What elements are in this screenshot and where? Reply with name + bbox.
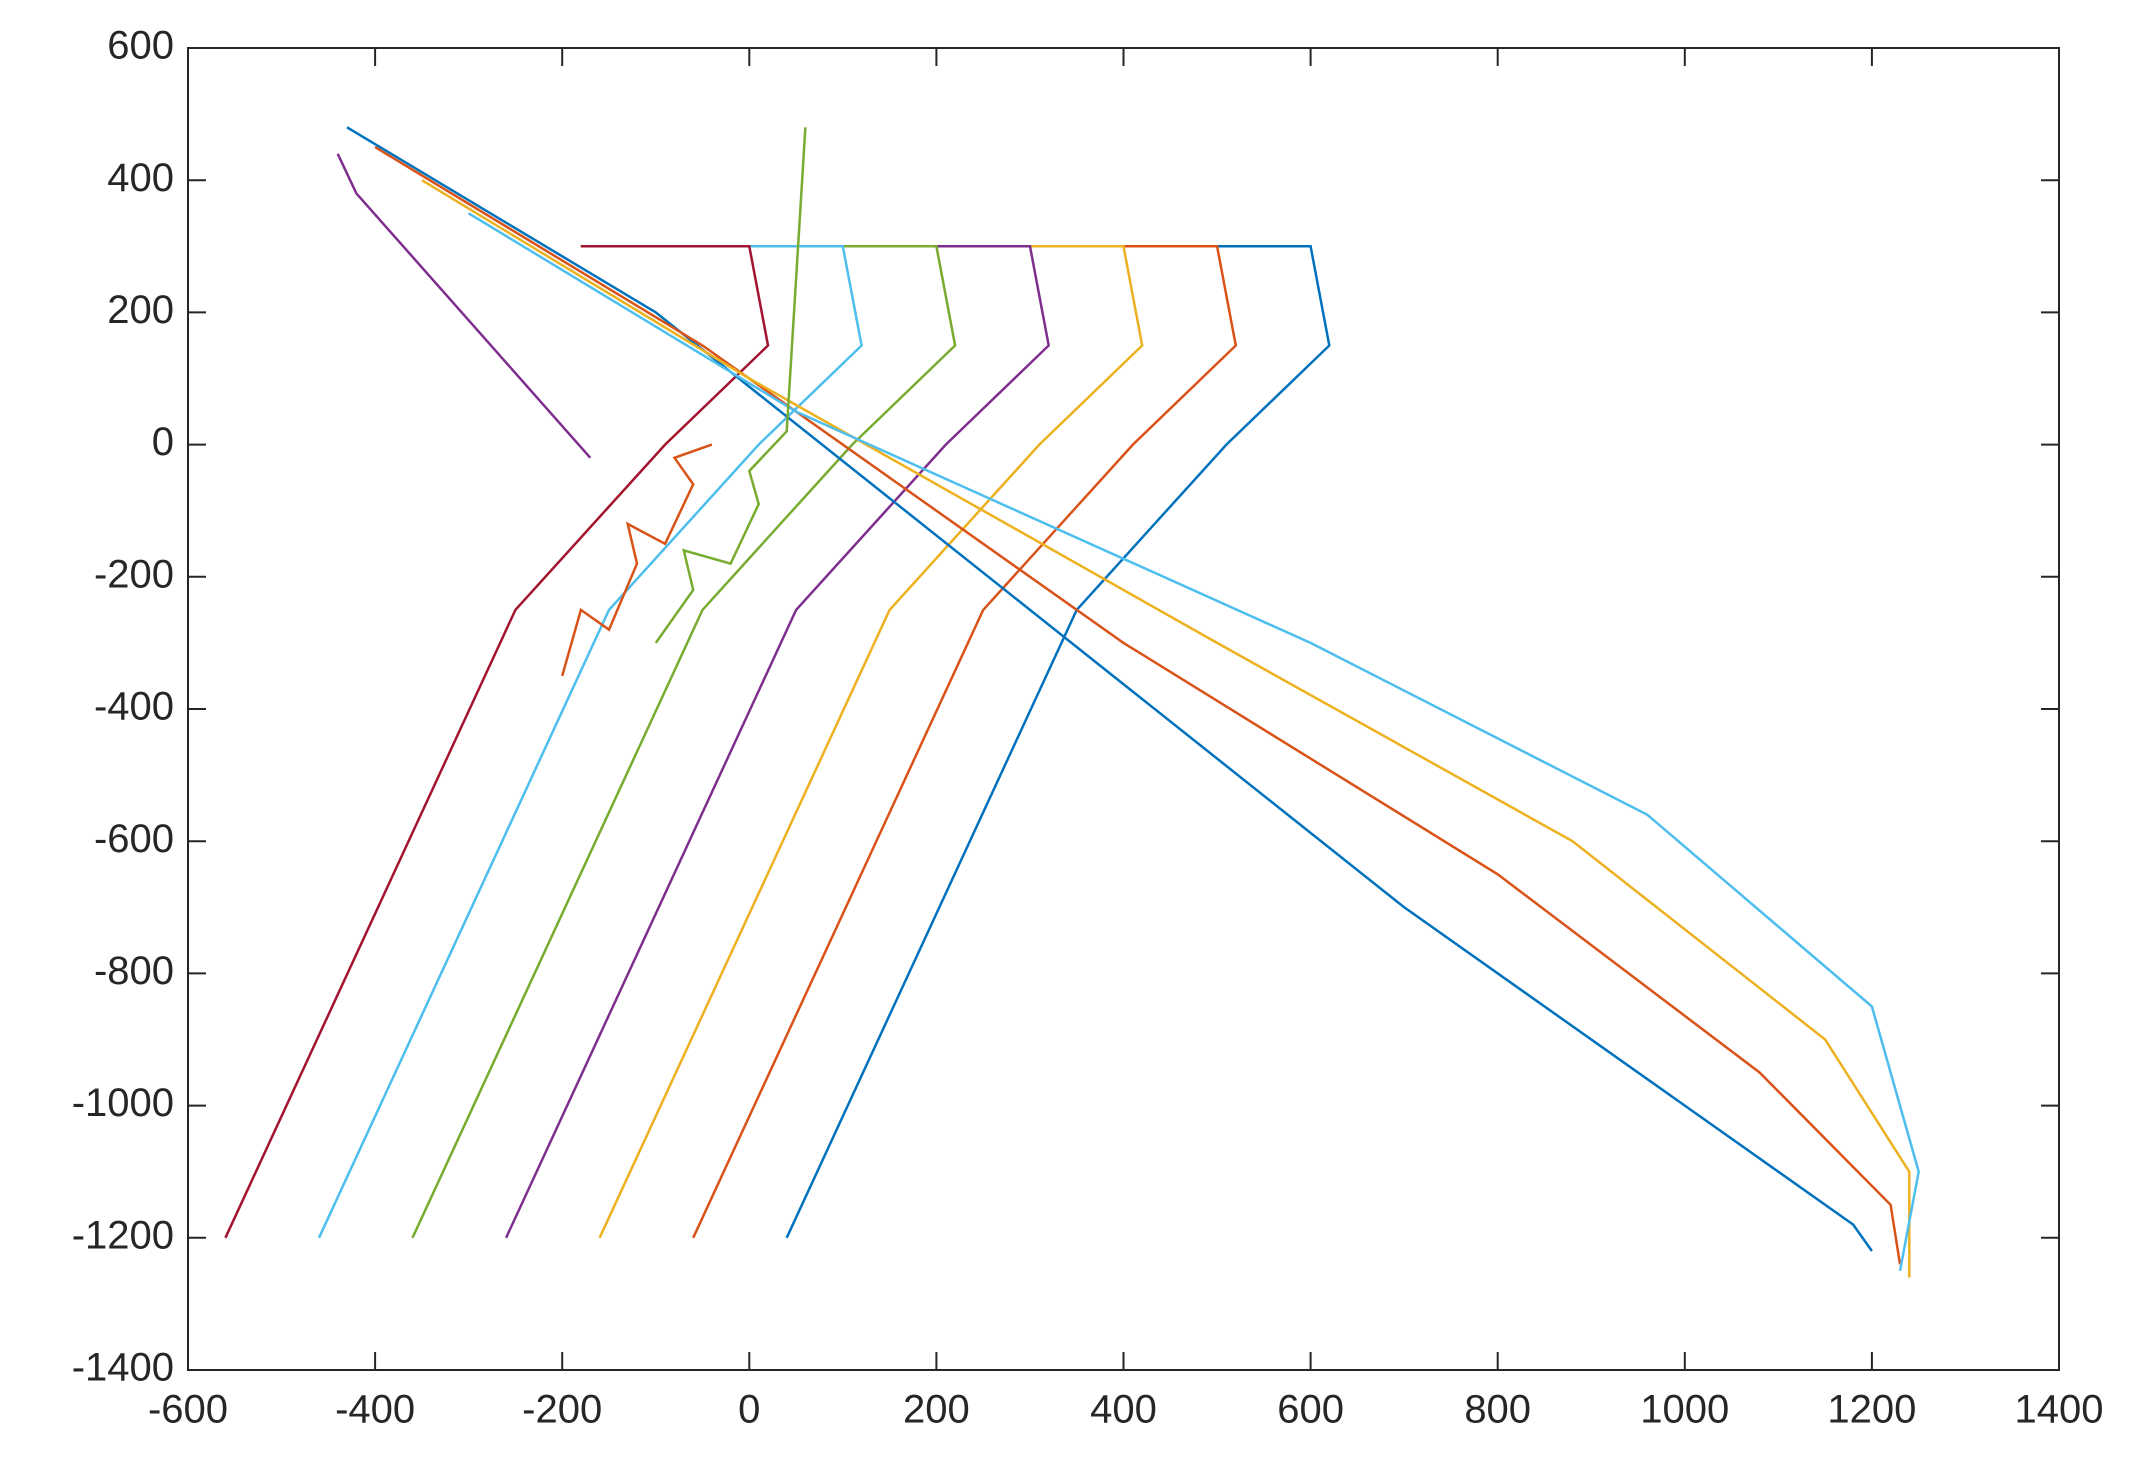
data-line (580, 245, 1331, 1239)
data-line (336, 153, 592, 459)
x-tick-label: 200 (903, 1388, 970, 1432)
x-tick-label: -600 (148, 1388, 228, 1432)
y-tick-label: -200 (94, 552, 174, 596)
x-tick-label: 600 (1277, 1388, 1344, 1432)
x-tick-label: 1400 (2015, 1388, 2104, 1432)
x-tick-label: 1000 (1640, 1388, 1729, 1432)
y-tick-label: -800 (94, 949, 174, 993)
data-line (580, 245, 1144, 1239)
data-line (560, 443, 713, 677)
y-tick-label: 600 (107, 24, 174, 68)
y-tick-label: 200 (107, 288, 174, 332)
x-tick-label: 400 (1090, 1388, 1157, 1432)
y-tick-label: 400 (107, 156, 174, 200)
data-line (654, 127, 807, 644)
data-line (411, 245, 957, 1239)
data-line (504, 245, 1051, 1239)
data-line (224, 245, 770, 1239)
y-tick-label: -400 (94, 685, 174, 729)
data-line (346, 126, 1873, 1252)
y-tick-label: -1000 (72, 1081, 174, 1125)
y-tick-label: -600 (94, 817, 174, 861)
x-tick-label: 1200 (1827, 1388, 1916, 1432)
data-line (374, 146, 1902, 1265)
x-tick-label: 800 (1464, 1388, 1531, 1432)
y-tick-label: 0 (152, 420, 174, 464)
x-tick-label: -200 (522, 1388, 602, 1432)
x-tick-label: -400 (335, 1388, 415, 1432)
data-line (421, 179, 1911, 1278)
y-tick-label: -1400 (72, 1346, 174, 1390)
x-tick-label: 0 (738, 1388, 760, 1432)
data-line (580, 245, 1238, 1239)
y-tick-label: -1200 (72, 1213, 174, 1257)
data-line (467, 212, 1920, 1272)
